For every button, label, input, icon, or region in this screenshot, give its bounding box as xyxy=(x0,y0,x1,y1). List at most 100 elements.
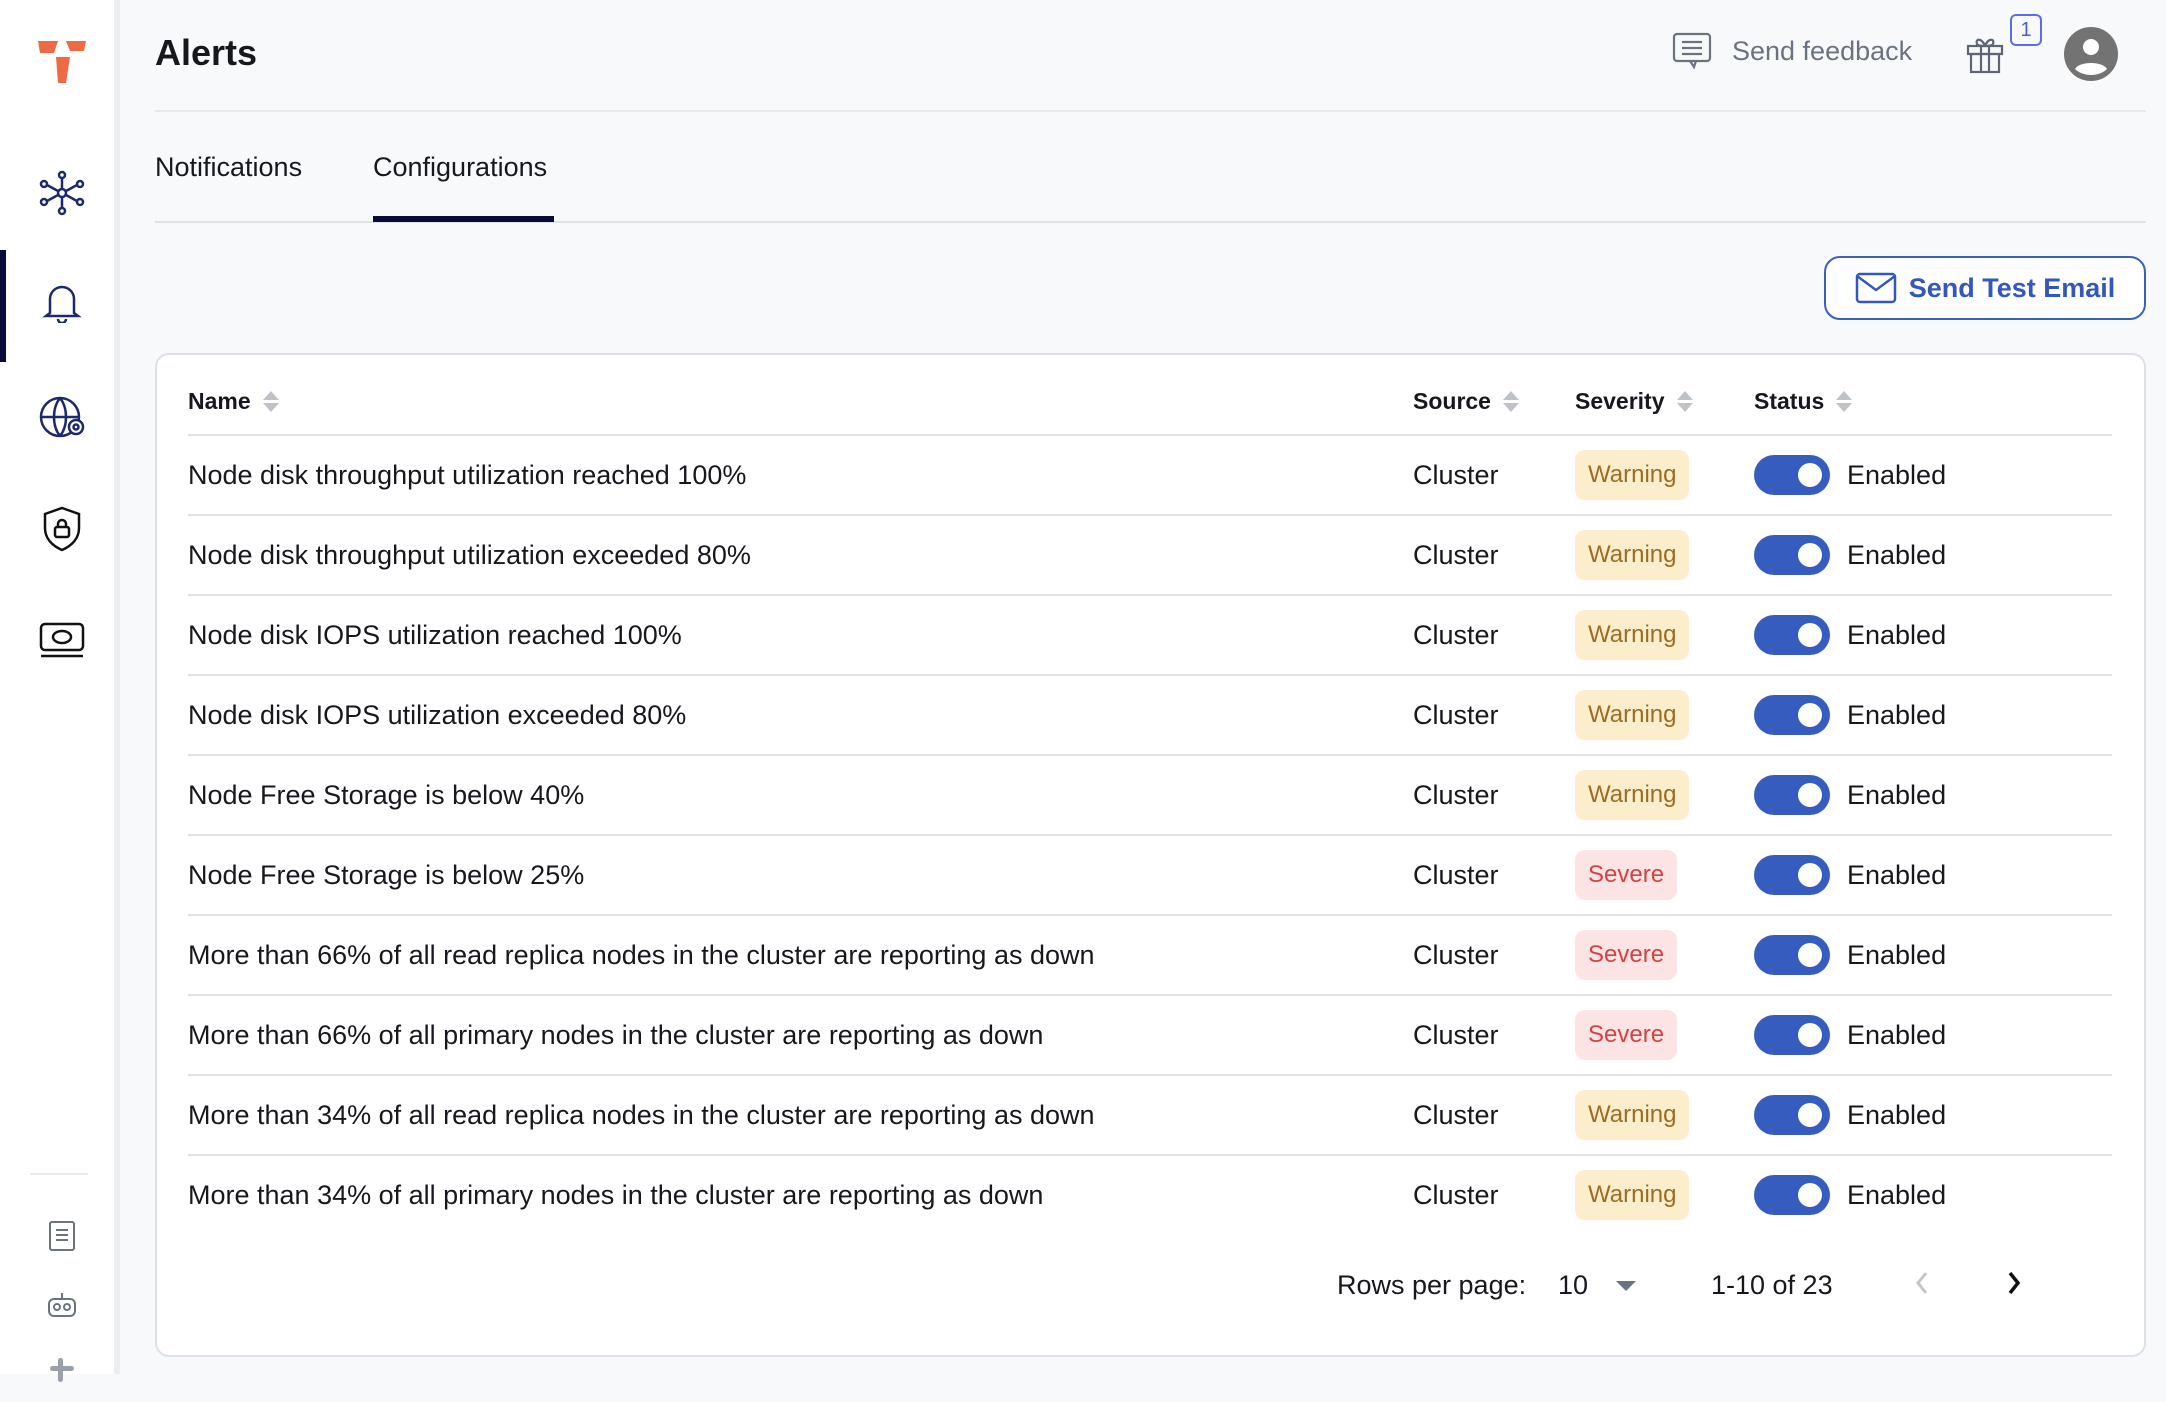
table-row[interactable]: More than 34% of all read replica nodes … xyxy=(0,1075,2166,1155)
logo[interactable] xyxy=(30,30,94,94)
status-cell: Enabled xyxy=(1754,515,1946,595)
status-toggle[interactable] xyxy=(1754,775,1830,815)
money-icon[interactable] xyxy=(30,608,94,672)
status-toggle[interactable] xyxy=(1754,1095,1830,1135)
table-row[interactable]: Node disk throughput utilization exceede… xyxy=(0,515,2166,595)
active-indicator xyxy=(0,250,6,362)
alert-source: Cluster xyxy=(1413,1099,1499,1130)
severity-cell: Warning xyxy=(1575,515,1690,595)
tab-notifications[interactable]: Notifications xyxy=(155,152,303,182)
sort-icon xyxy=(1502,391,1519,412)
rows-per-page-label: Rows per page: xyxy=(1337,1270,1527,1300)
status-toggle[interactable] xyxy=(1754,855,1830,895)
severity-badge: Severe xyxy=(1575,1010,1678,1060)
status-toggle[interactable] xyxy=(1754,1175,1830,1215)
page-title: Alerts xyxy=(155,32,258,73)
severity-cell: Warning xyxy=(1575,435,1690,515)
mail-icon xyxy=(1855,272,1896,304)
severity-badge: Warning xyxy=(1575,610,1690,660)
alert-name: Node disk throughput utilization reached… xyxy=(188,459,747,490)
status-cell: Enabled xyxy=(1754,1155,1946,1235)
chevron-right-icon xyxy=(2008,1271,2021,1295)
alert-source: Cluster xyxy=(1413,1019,1499,1050)
send-test-email-button[interactable]: Send Test Email xyxy=(1824,256,2146,320)
table-row[interactable]: Node Free Storage is below 40% Cluster War… xyxy=(0,755,2166,835)
alert-name: Node Free Storage is below 25% xyxy=(188,859,585,890)
severity-badge: Warning xyxy=(1575,690,1690,740)
alert-source: Cluster xyxy=(1413,619,1499,650)
alert-name: More than 66% of all read replica nodes … xyxy=(188,939,1095,970)
rows-per-page-value: 10 xyxy=(1558,1270,1589,1300)
status-toggle[interactable] xyxy=(1754,615,1830,655)
feedback-icon xyxy=(1672,32,1712,70)
status-label: Enabled xyxy=(1847,699,1947,730)
table-row[interactable]: Node disk throughput utilization reached… xyxy=(0,435,2166,515)
column-header-label: Severity xyxy=(1575,388,1665,414)
status-label: Enabled xyxy=(1847,619,1947,650)
severity-cell: Warning xyxy=(1575,755,1690,835)
sort-icon xyxy=(1836,391,1853,412)
avatar[interactable] xyxy=(2064,27,2118,86)
alert-source: Cluster xyxy=(1413,859,1499,890)
table-row[interactable]: More than 66% of all primary nodes in th… xyxy=(0,995,2166,1075)
active-tab-indicator xyxy=(373,216,554,222)
severity-badge: Severe xyxy=(1575,850,1678,900)
alert-name: More than 34% of all read replica nodes … xyxy=(188,1099,1095,1130)
column-header-severity[interactable]: Severity xyxy=(1575,388,1693,415)
row-divider xyxy=(188,674,2112,676)
table-row[interactable]: Node Free Storage is below 25% Cluster Sev… xyxy=(0,835,2166,915)
shield-lock-icon[interactable] xyxy=(30,497,94,561)
table-row[interactable]: Node disk IOPS utilization reached 100% C… xyxy=(0,595,2166,675)
next-page-button[interactable] xyxy=(2004,1268,2024,1305)
rows-per-page-select[interactable]: 10 xyxy=(1558,1270,1637,1301)
row-divider xyxy=(188,1074,2112,1076)
bell-icon[interactable] xyxy=(30,270,94,334)
header-divider xyxy=(155,110,2146,112)
alert-name: More than 66% of all primary nodes in th… xyxy=(188,1019,1044,1050)
gift-icon[interactable] xyxy=(1966,34,2004,79)
severity-badge: Warning xyxy=(1575,770,1690,820)
status-label: Enabled xyxy=(1847,1099,1947,1130)
column-header-status[interactable]: Status xyxy=(1754,388,1853,415)
severity-badge: Warning xyxy=(1575,450,1690,500)
status-cell: Enabled xyxy=(1754,995,1946,1075)
status-toggle[interactable] xyxy=(1754,535,1830,575)
column-header-name[interactable]: Name xyxy=(188,388,279,415)
bot-icon[interactable] xyxy=(30,1273,94,1337)
globe-gear-icon[interactable] xyxy=(30,386,94,450)
row-divider xyxy=(188,594,2112,596)
sort-icon xyxy=(1676,391,1693,412)
sort-icon xyxy=(262,391,279,412)
column-header-label: Name xyxy=(188,388,251,414)
status-toggle[interactable] xyxy=(1754,695,1830,735)
docs-icon[interactable] xyxy=(30,1205,94,1269)
severity-cell: Severe xyxy=(1575,995,1678,1075)
send-feedback-button[interactable]: Send feedback xyxy=(1672,32,1912,70)
status-cell: Enabled xyxy=(1754,835,1946,915)
alert-source: Cluster xyxy=(1413,539,1499,570)
alert-name: Node disk IOPS utilization reached 100% xyxy=(188,619,682,650)
pagination-range: 1-10 of 23 xyxy=(1711,1270,1833,1300)
severity-cell: Severe xyxy=(1575,915,1678,995)
severity-cell: Warning xyxy=(1575,595,1690,675)
sidebar-divider xyxy=(30,1173,88,1175)
table-row[interactable]: More than 34% of all primary nodes in th… xyxy=(0,1155,2166,1235)
status-toggle[interactable] xyxy=(1754,455,1830,495)
prev-page-button[interactable] xyxy=(1912,1268,1932,1305)
column-header-source[interactable]: Source xyxy=(1413,388,1519,415)
severity-badge: Warning xyxy=(1575,1090,1690,1140)
column-header-label: Source xyxy=(1413,388,1491,414)
gift-count-badge: 1 xyxy=(2010,14,2042,46)
slack-icon[interactable] xyxy=(30,1338,94,1402)
cluster-icon[interactable] xyxy=(30,161,94,225)
tab-configurations[interactable]: Configurations xyxy=(373,152,548,182)
column-header-label: Status xyxy=(1754,388,1825,414)
status-toggle[interactable] xyxy=(1754,1015,1830,1055)
send-feedback-label: Send feedback xyxy=(1732,35,1913,66)
table-row[interactable]: Node disk IOPS utilization exceeded 80% C… xyxy=(0,675,2166,755)
status-label: Enabled xyxy=(1847,1179,1947,1210)
status-toggle[interactable] xyxy=(1754,935,1830,975)
dropdown-arrow-icon xyxy=(1616,1280,1637,1291)
table-row[interactable]: More than 66% of all read replica nodes … xyxy=(0,915,2166,995)
status-label: Enabled xyxy=(1847,779,1947,810)
